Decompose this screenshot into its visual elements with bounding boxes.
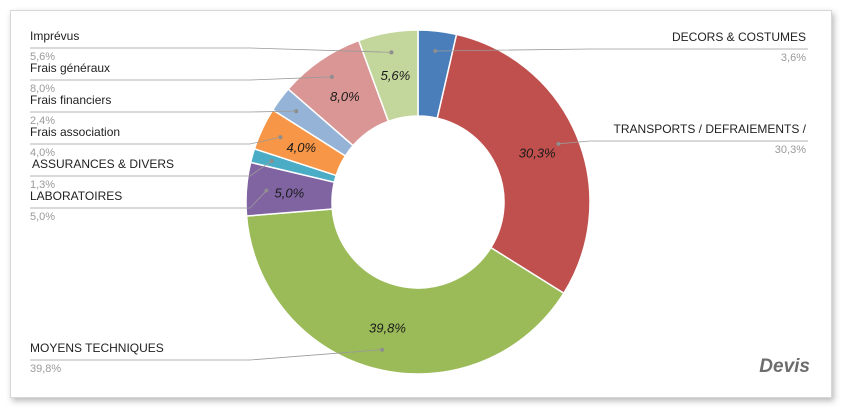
legend-label-frais-financiers: Frais financiers [30,93,111,107]
leader-line-transports-defraiements [558,140,808,145]
legend-pct-moyens-techniques: 39,8% [30,363,61,375]
slice-value-frais-association: 4,0% [286,140,316,155]
leader-line-decors-costumes [435,48,808,52]
leader-line-assurances-divers [30,160,272,177]
legend-pct-frais-association: 4,0% [30,147,55,159]
legend-pct-transports-defraiements: 30,3% [775,144,806,156]
slice-value-imprevus: 5,6% [381,68,411,83]
leader-line-frais-association [30,136,281,145]
legend-pct-decors-costumes: 3,6% [781,52,806,64]
legend-label-imprevus: Imprévus [30,29,79,43]
slice-value-moyens-techniques: 39,8% [369,320,406,335]
leader-line-frais-financiers [30,110,297,113]
legend-pct-frais-generaux: 8,0% [30,83,55,95]
leader-line-frais-generaux [30,76,332,81]
legend-label-assurances-divers: ASSURANCES & DIVERS [32,157,174,171]
slice-value-laboratoires: 5,0% [275,185,305,200]
legend-label-frais-generaux: Frais généraux [30,61,110,75]
leader-line-imprevus [30,47,392,53]
brand-label: Devis [759,356,810,377]
legend-label-decors-costumes: DECORS & COSTUMES [672,30,806,44]
labels-group: DECORS & COSTUMES 3,6% 30,3% TRANSPORTS / D… [30,29,807,375]
legend-pct-frais-financiers: 2,4% [30,115,55,127]
slice-moyens-techniques[interactable] [245,208,565,375]
legend-label-transports-defraiements: TRANSPORTS / DEFRAIEMENTS / [614,122,807,136]
leader-line-moyens-techniques [30,349,383,361]
legend-label-frais-association: Frais association [30,125,120,139]
legend-label-moyens-techniques: MOYENS TECHNIQUES [30,341,164,355]
slice-imprevus[interactable] [357,29,419,123]
leader-dot-frais-financiers [294,109,299,114]
leader-line-laboratoires [30,190,267,209]
slice-value-frais-generaux: 8,0% [330,89,360,104]
slices-group [245,29,591,375]
leader-lines-group [30,47,808,361]
slice-transports-defraiements[interactable] [436,33,591,295]
legend-pct-assurances-divers: 1,3% [30,179,55,191]
legend-pct-laboratoires: 5,0% [30,211,55,223]
slice-value-transports-defraiements: 30,3% [519,146,556,161]
legend-label-laboratoires: LABORATOIRES [30,189,122,203]
legend-pct-imprevus: 5,6% [30,51,55,63]
